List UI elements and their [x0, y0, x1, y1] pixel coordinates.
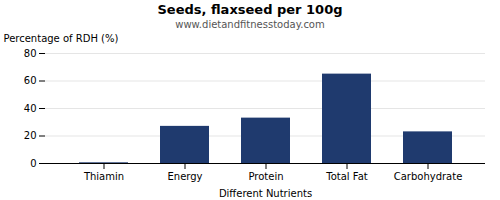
svg-text:Different Nutrients: Different Nutrients	[219, 188, 312, 199]
html-text:www.dietandfitnesstoday.com: www.dietandfitnesstoday.com	[175, 19, 325, 30]
svg-text:Total Fat: Total Fat	[325, 171, 367, 182]
svg-text:Energy: Energy	[167, 171, 202, 182]
svg-text:Carbohydrate: Carbohydrate	[394, 171, 463, 182]
svg-text:Percentage of RDH (%): Percentage of RDH (%)	[4, 33, 119, 44]
html-text:Seeds, flaxseed per 100g: Seeds, flaxseed per 100g	[157, 2, 343, 17]
svg-text:Protein: Protein	[248, 171, 283, 182]
svg-text:20: 20	[24, 130, 37, 141]
svg-text:Thiamin: Thiamin	[83, 171, 124, 182]
svg-text:0: 0	[30, 158, 36, 169]
svg-text:40: 40	[24, 103, 37, 114]
svg-text:80: 80	[24, 48, 37, 59]
svg-text:60: 60	[24, 75, 37, 86]
